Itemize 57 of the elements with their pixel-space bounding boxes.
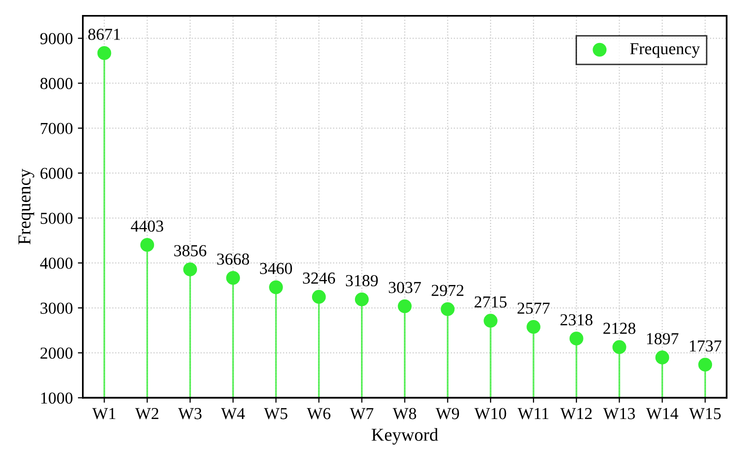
data-label: 2715 [474,296,507,308]
data-label: 2128 [603,322,636,334]
y-tick-label: 5000 [40,212,72,224]
x-tick-label: W1 [92,408,116,420]
x-tick-label: W14 [646,408,678,420]
data-label: 3668 [217,254,250,265]
point [183,262,198,276]
point [269,280,283,294]
point [312,290,326,304]
point [612,340,626,354]
point [398,299,412,314]
x-tick-label: W11 [518,408,548,420]
y-tick-label: 7000 [40,122,72,134]
x-axis-title: Keyword [372,428,438,445]
data-label: 3856 [174,245,206,256]
y-tick-label: 8000 [40,78,72,90]
y-tick-label: 3000 [40,302,72,314]
data-label: 1737 [690,340,722,352]
data-label: 3189 [346,275,378,286]
data-label: 3460 [260,262,292,274]
point [570,332,584,346]
point [354,292,369,306]
point [526,320,540,334]
y-tick-label: 1000 [41,392,72,404]
x-tick-label: W4 [221,408,245,420]
y-tick-label: 9000 [40,32,72,44]
point [226,270,240,285]
data-label: 3037 [388,282,421,294]
data-label: 2318 [560,314,592,326]
data-label: 1897 [647,333,678,344]
data-label: 4403 [130,220,164,232]
x-tick-label: W7 [350,408,374,420]
point [440,302,455,316]
y-tick-label: 2000 [40,348,72,359]
x-tick-label: W15 [689,408,721,420]
y-tick-label: 4000 [40,258,72,269]
x-tick-label: W5 [264,408,288,420]
x-tick-label: W13 [603,408,635,420]
x-tick-label: W8 [392,408,416,420]
x-tick-label: W10 [474,408,506,420]
data-label: 3246 [303,272,336,284]
point [655,350,670,364]
x-tick-label: W3 [178,408,202,420]
data-label: 2577 [518,302,550,314]
data-label: 2972 [432,284,464,296]
y-tick-label: 6000 [40,168,72,180]
point [140,238,154,252]
x-tick-label: W6 [306,408,330,420]
x-tick-label: W2 [135,408,158,420]
point [698,358,712,372]
x-tick-label: W9 [436,408,460,420]
legend-label: Frequency [630,43,700,58]
data-label: 8671 [88,28,120,40]
point [484,314,498,328]
y-axis-title: Frequency [18,168,34,244]
x-tick-label: W12 [560,408,592,420]
point [97,46,112,60]
